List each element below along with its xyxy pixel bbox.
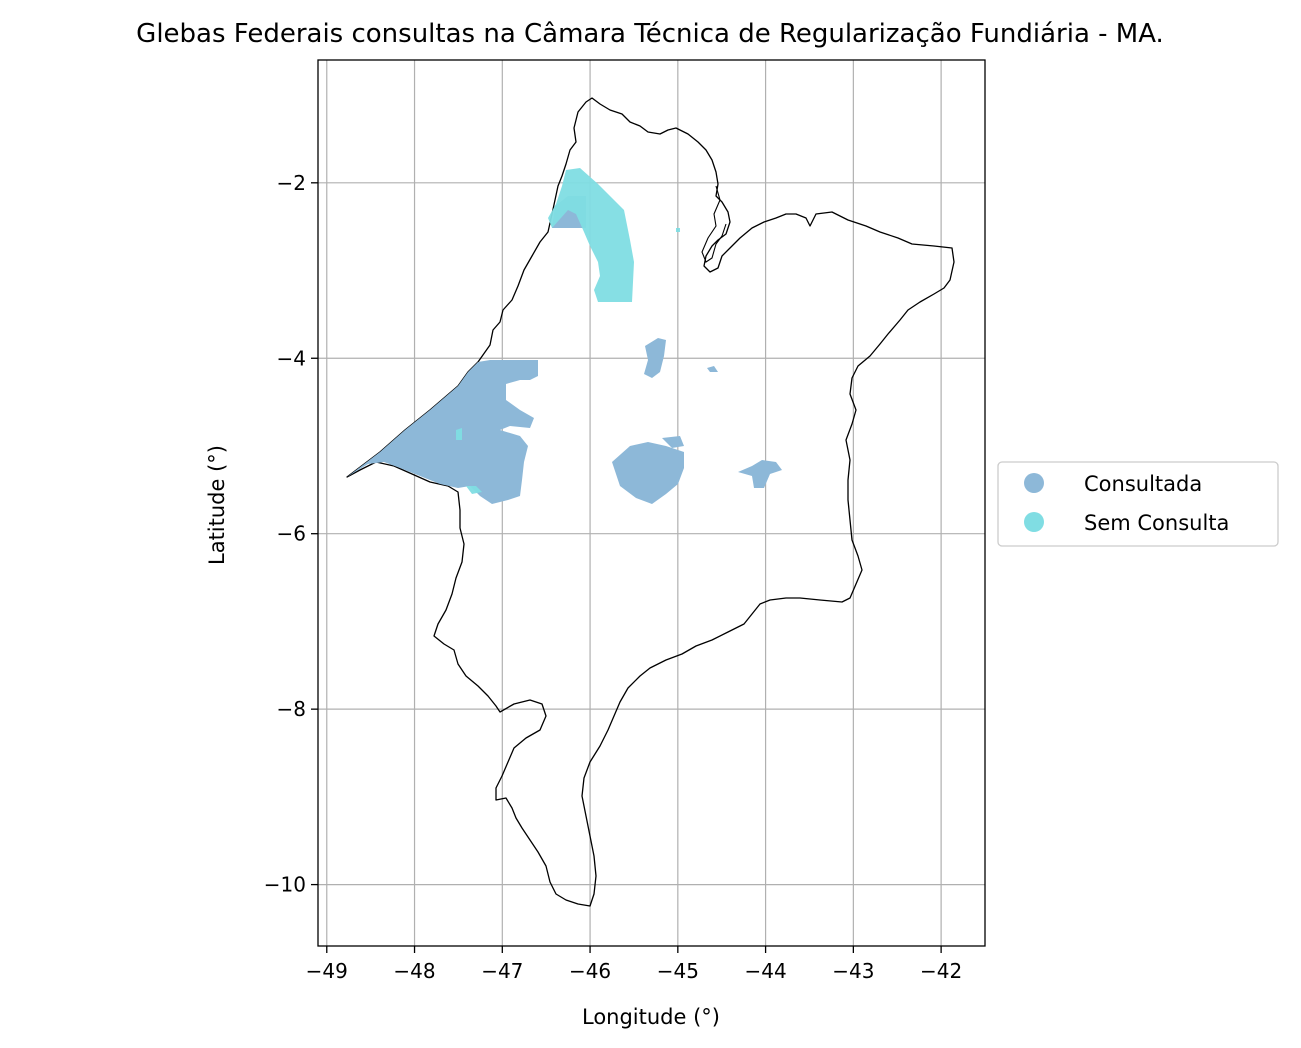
x-tick-label: −46: [569, 959, 611, 983]
legend-swatch-consultada: [1024, 473, 1044, 493]
x-axis-label: Longitude (°): [582, 1005, 720, 1029]
sem-consulta-north-strip: [548, 168, 634, 302]
y-tick-label: −6: [277, 522, 306, 546]
consultada-east-block: [738, 460, 782, 488]
consultada-small-center: [662, 436, 684, 448]
legend: Consultada Sem Consulta: [997, 461, 1279, 547]
sem-consulta-speck-3: [676, 228, 680, 232]
legend-box: [997, 461, 1279, 547]
consultada-speck: [707, 366, 718, 372]
y-tick-label: −8: [277, 697, 306, 721]
x-tick-label: −45: [657, 959, 699, 983]
consultada-west-block: [347, 360, 538, 504]
sem-consulta-speck-2: [456, 428, 462, 440]
y-axis-ticks: −2 −4 −6 −8 −10: [264, 171, 318, 897]
inlet-outline: [701, 185, 727, 263]
x-tick-label: −43: [832, 959, 874, 983]
y-tick-label: −10: [264, 873, 306, 897]
legend-swatch-sem-consulta: [1024, 512, 1044, 532]
state-outline: [346, 97, 955, 907]
x-tick-label: −49: [306, 959, 348, 983]
y-tick-label: −4: [277, 346, 306, 370]
chart-title: Glebas Federais consultas na Câmara Técn…: [136, 19, 1164, 49]
legend-label-sem-consulta: Sem Consulta: [1084, 511, 1229, 535]
legend-label-consultada: Consultada: [1084, 472, 1202, 496]
plot-frame: [317, 59, 986, 947]
y-tick-label: −2: [277, 171, 306, 195]
x-tick-label: −48: [393, 959, 435, 983]
sem-consulta-speck-1: [466, 486, 482, 494]
sem-consulta-regions: [456, 168, 680, 494]
x-axis-ticks: −49 −48 −47 −46 −45 −44 −43 −42: [306, 946, 962, 983]
x-tick-label: −47: [481, 959, 523, 983]
consultada-center-block: [612, 442, 684, 504]
consultada-small-north: [644, 338, 666, 378]
x-tick-label: −42: [920, 959, 962, 983]
x-tick-label: −44: [744, 959, 786, 983]
y-axis-label: Latitude (°): [205, 445, 229, 565]
